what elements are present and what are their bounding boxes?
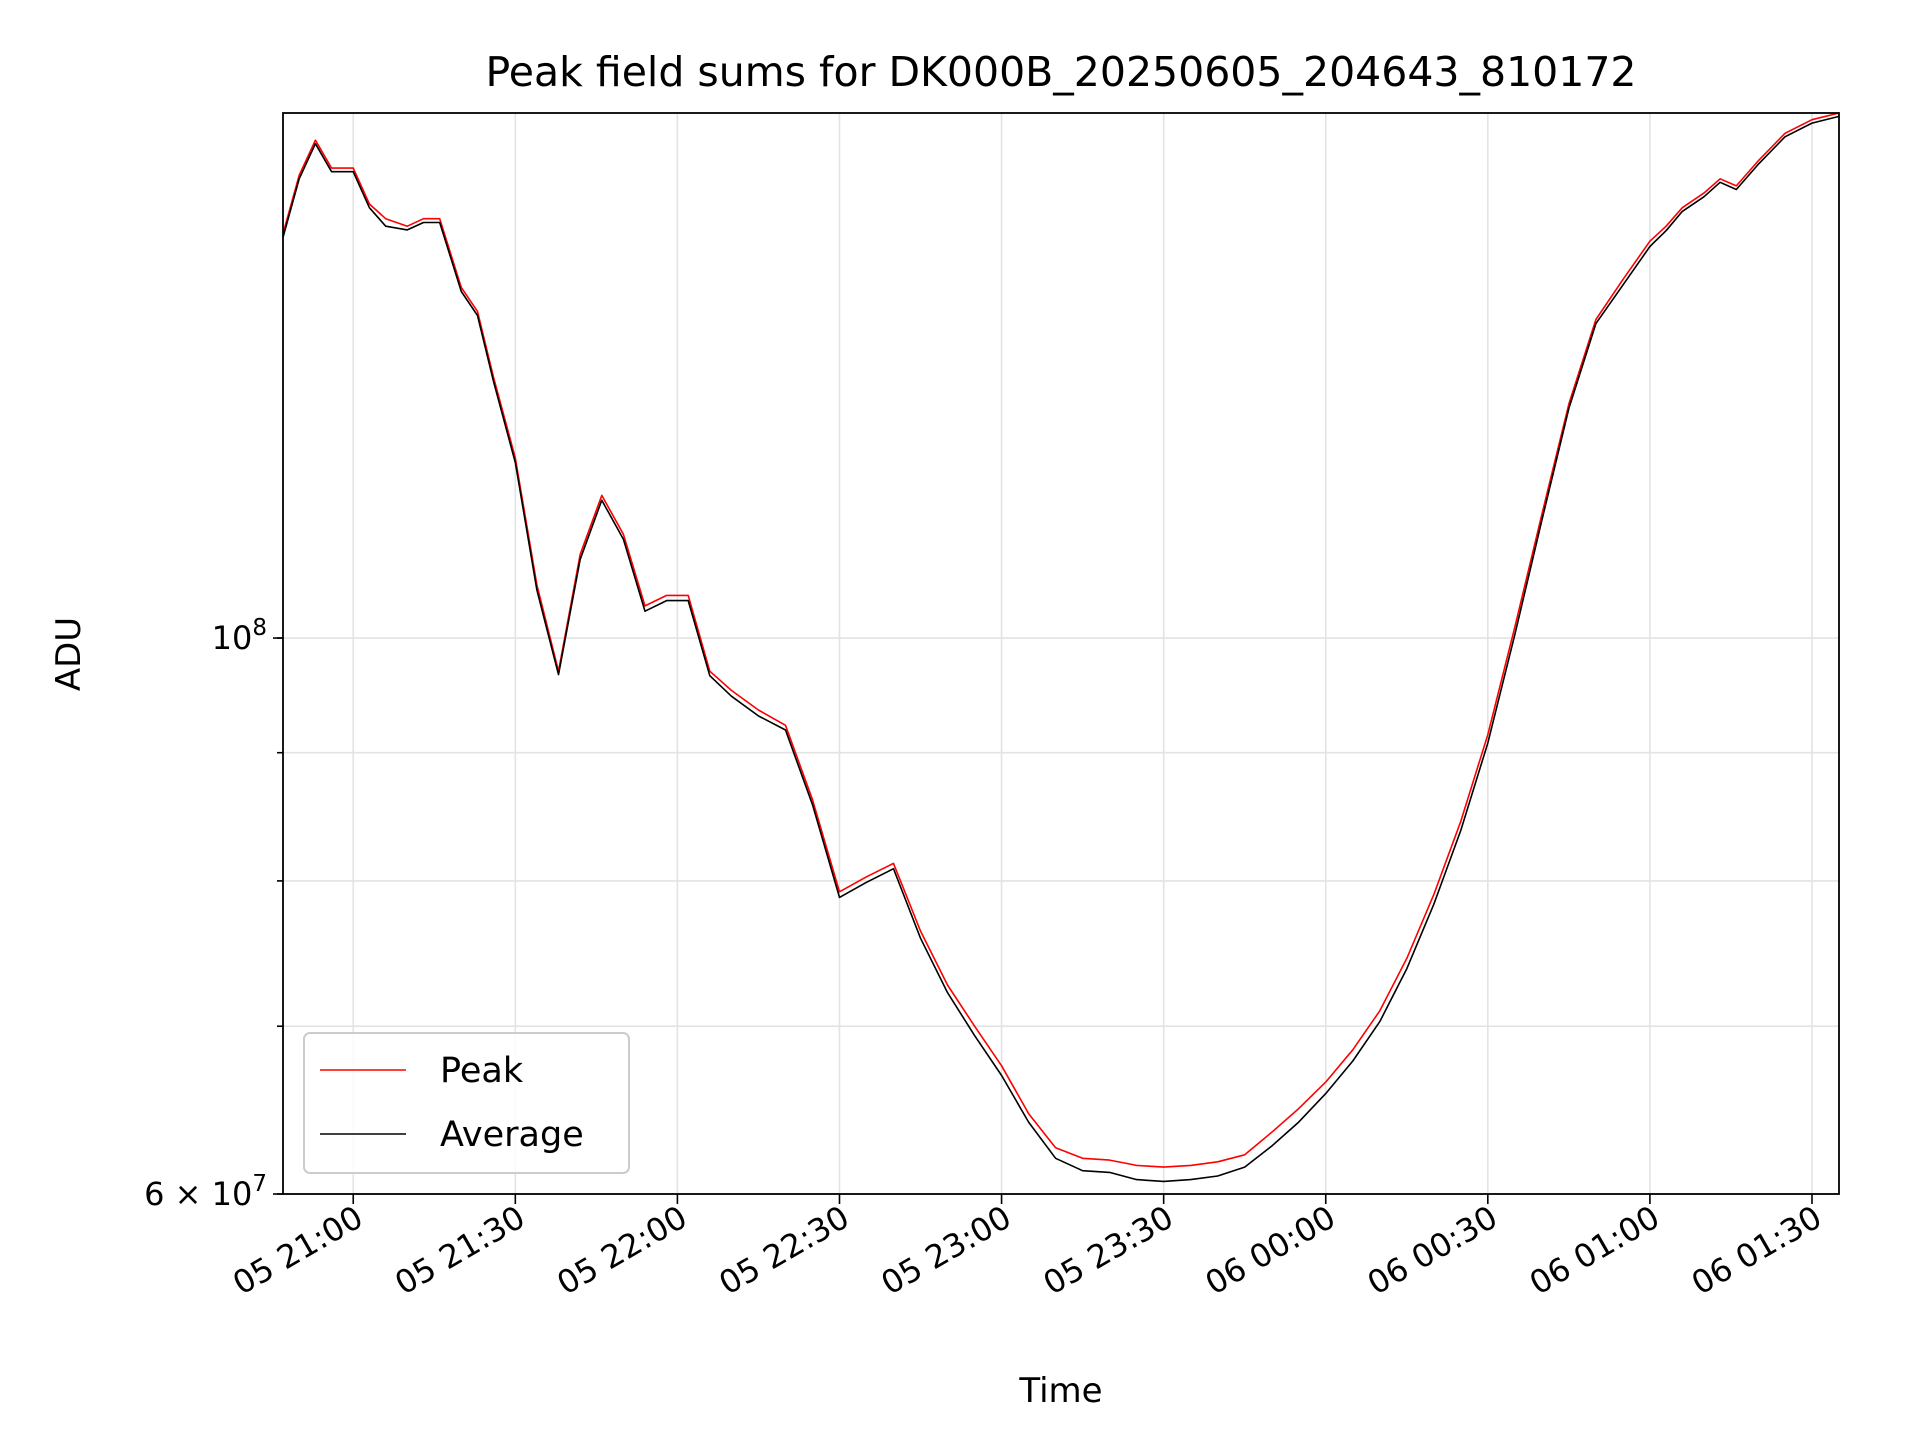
chart-title: Peak field sums for DK000B_20250605_2046… <box>485 48 1636 96</box>
legend: Peak Average <box>303 1032 630 1174</box>
legend-peak-label: Peak <box>440 1051 524 1091</box>
x-axis-label: Time <box>1018 1371 1102 1411</box>
y-tick-label: 108 <box>212 615 267 657</box>
y-axis-label: ADU <box>49 617 89 691</box>
plot-series <box>282 112 1840 1183</box>
plot-frame <box>282 112 1840 1195</box>
y-tick-label: 6 × 107 <box>144 1171 267 1213</box>
legend-box <box>303 1032 630 1174</box>
series-line-average <box>282 115 1840 1183</box>
series-line-peak <box>282 112 1840 1168</box>
legend-average-label: Average <box>440 1115 584 1155</box>
